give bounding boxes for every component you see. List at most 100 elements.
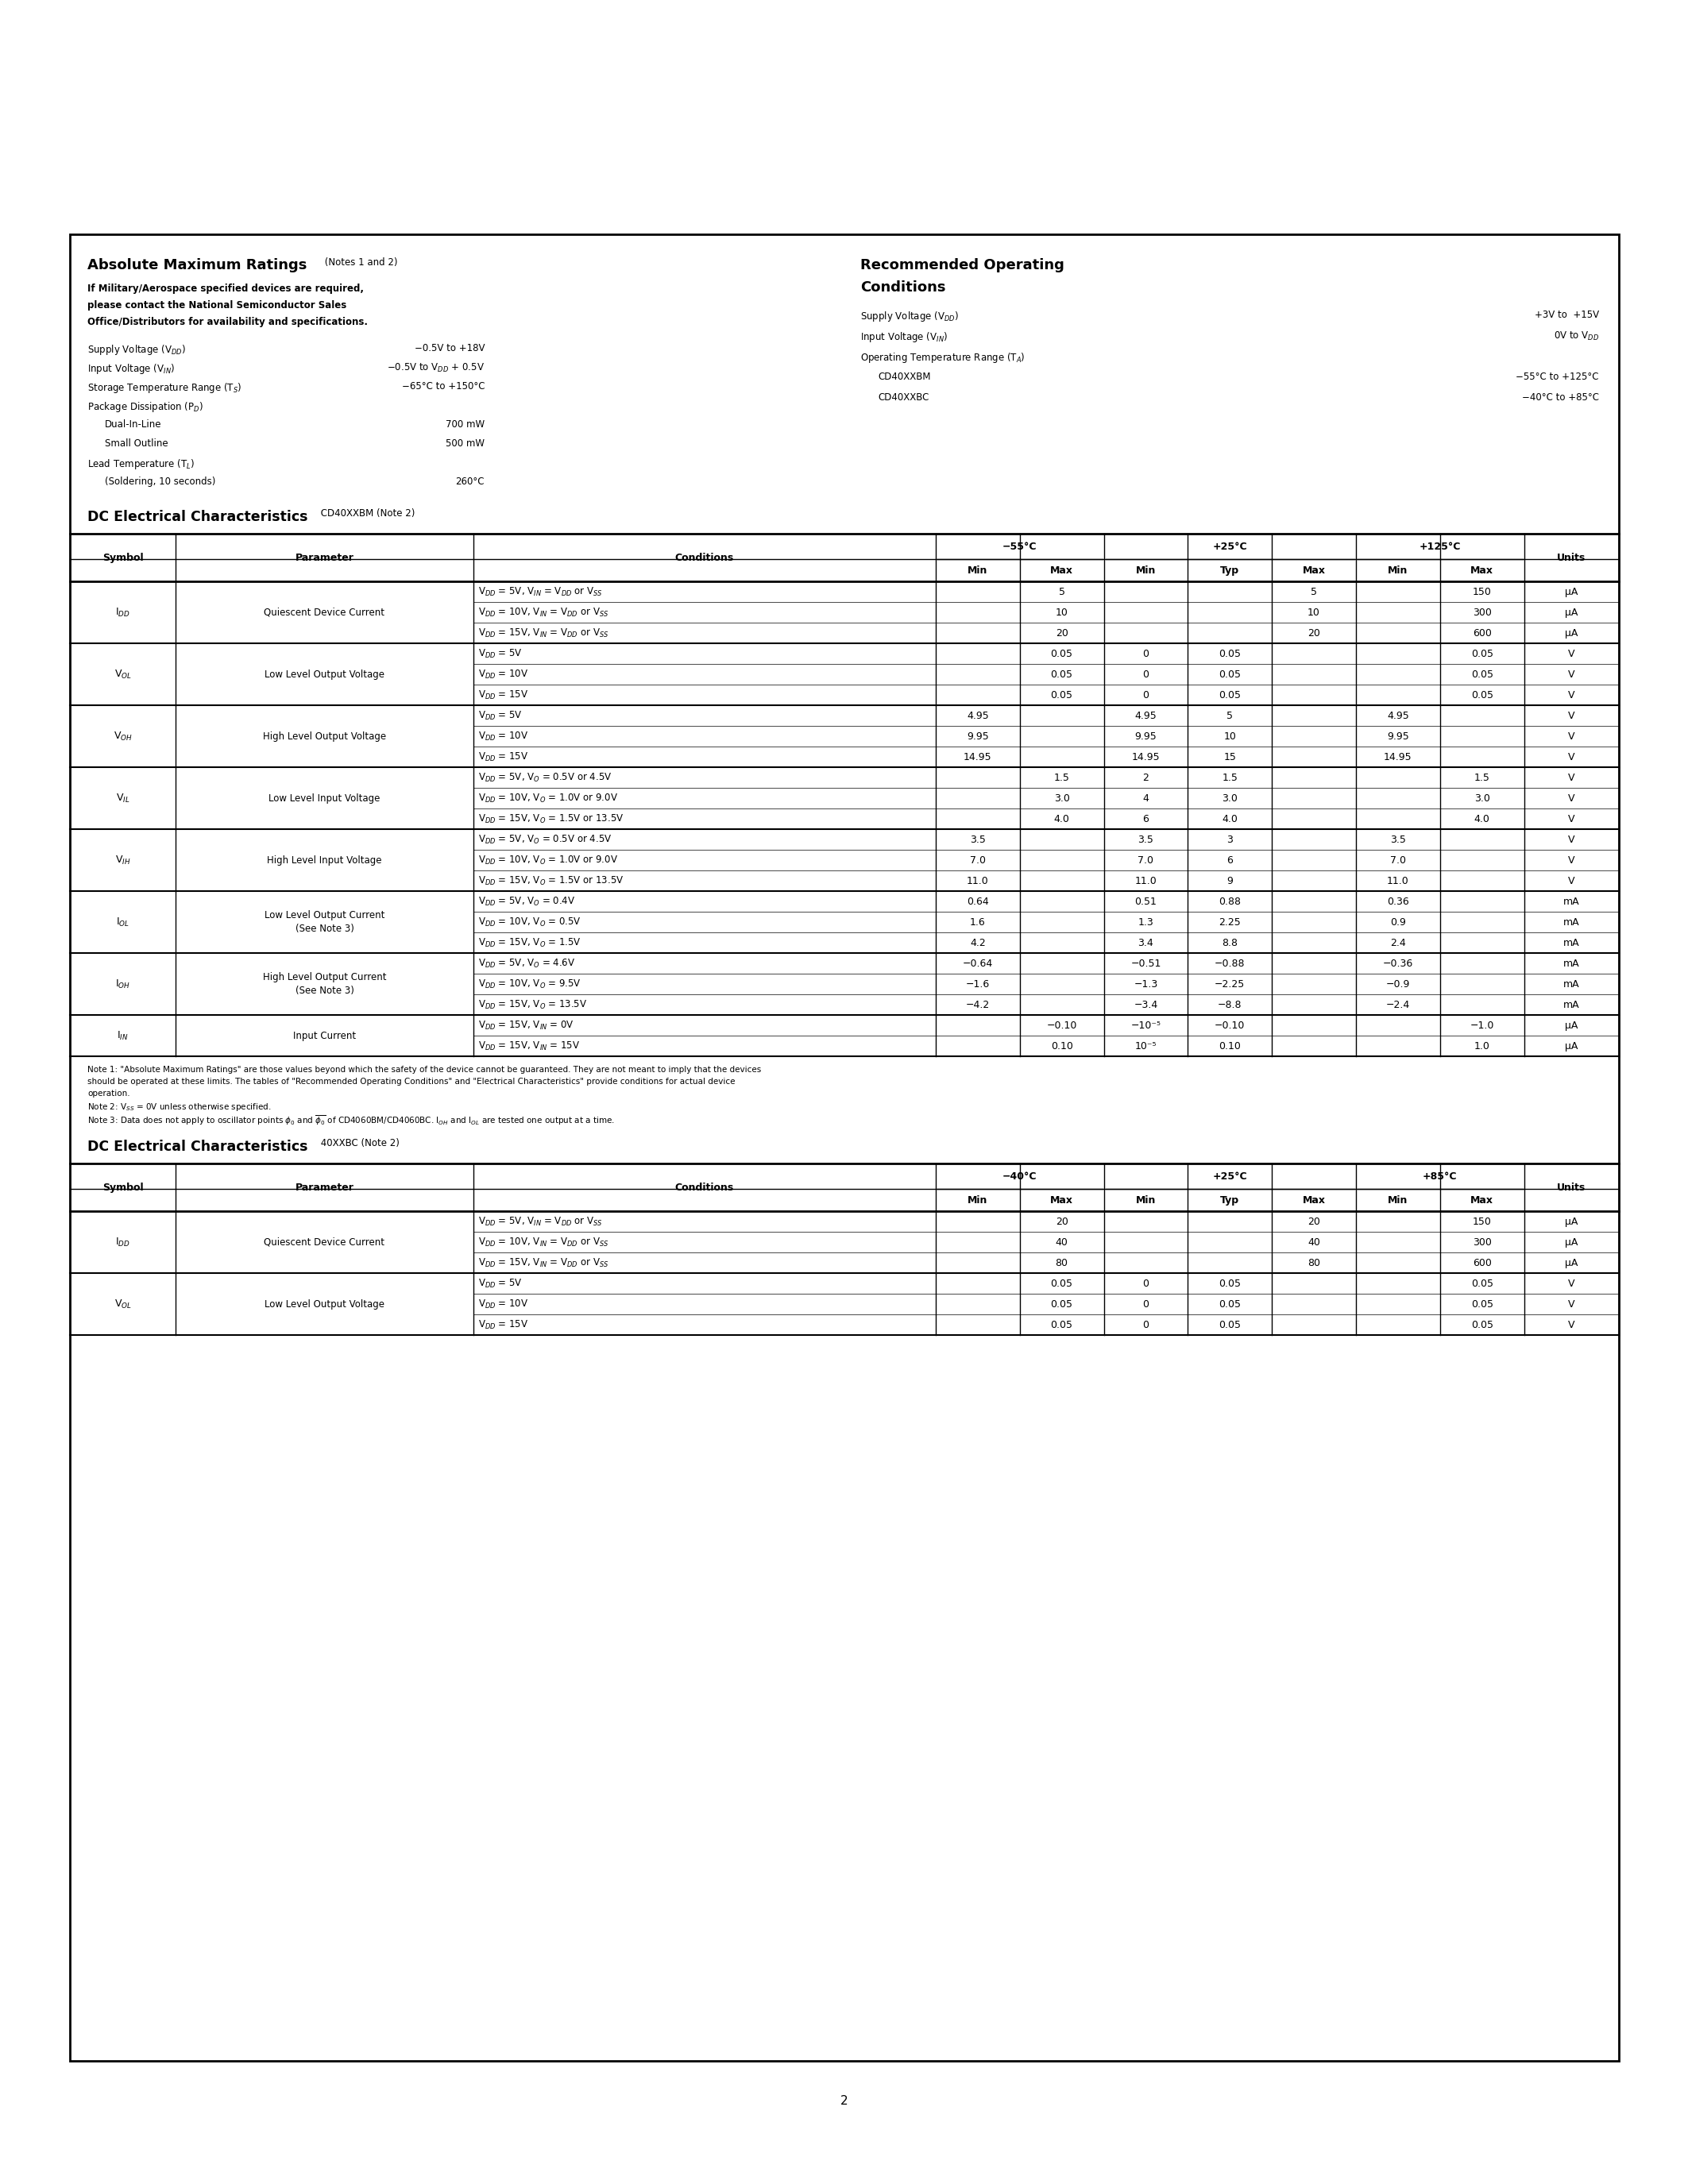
- Text: 0.88: 0.88: [1219, 895, 1241, 906]
- Text: Note 2: V$_{SS}$ = 0V unless otherwise specified.: Note 2: V$_{SS}$ = 0V unless otherwise s…: [88, 1101, 272, 1112]
- Text: 2: 2: [841, 2094, 847, 2108]
- Text: 0: 0: [1143, 1299, 1150, 1308]
- Text: Min: Min: [1136, 566, 1156, 574]
- Text: 500 mW: 500 mW: [446, 439, 484, 448]
- Text: 300: 300: [1472, 1236, 1492, 1247]
- Text: 2.25: 2.25: [1219, 917, 1241, 928]
- Text: 0: 0: [1143, 1278, 1150, 1289]
- Text: Max: Max: [1050, 566, 1074, 574]
- Text: V$_{DD}$ = 15V: V$_{DD}$ = 15V: [478, 1319, 528, 1330]
- Text: V$_{DD}$ = 15V, V$_{IN}$ = 0V: V$_{DD}$ = 15V, V$_{IN}$ = 0V: [478, 1020, 574, 1031]
- Text: 0.05: 0.05: [1470, 1319, 1494, 1330]
- Text: (Notes 1 and 2): (Notes 1 and 2): [322, 258, 398, 269]
- Text: Low Level Output Voltage: Low Level Output Voltage: [265, 1299, 385, 1308]
- Text: V$_{DD}$ = 10V: V$_{DD}$ = 10V: [478, 729, 528, 743]
- Text: 150: 150: [1472, 1216, 1492, 1227]
- Text: V: V: [1568, 1299, 1575, 1308]
- Text: V: V: [1568, 1319, 1575, 1330]
- Text: 9.95: 9.95: [967, 732, 989, 740]
- Text: V: V: [1568, 732, 1575, 740]
- Text: 1.5: 1.5: [1222, 773, 1237, 782]
- Text: −55°C to +125°C: −55°C to +125°C: [1516, 371, 1599, 382]
- Text: Low Level Input Voltage: Low Level Input Voltage: [268, 793, 380, 804]
- Text: −0.51: −0.51: [1131, 959, 1161, 968]
- Text: 3.5: 3.5: [1389, 834, 1406, 845]
- Text: 0.36: 0.36: [1388, 895, 1409, 906]
- Text: V$_{DD}$ = 15V, V$_O$ = 1.5V: V$_{DD}$ = 15V, V$_O$ = 1.5V: [478, 937, 581, 948]
- Text: −0.88: −0.88: [1215, 959, 1246, 968]
- Text: V$_{DD}$ = 15V, V$_{IN}$ = V$_{DD}$ or V$_{SS}$: V$_{DD}$ = 15V, V$_{IN}$ = V$_{DD}$ or V…: [478, 1256, 609, 1269]
- Text: Parameter: Parameter: [295, 1182, 354, 1192]
- Text: V$_{DD}$ = 15V: V$_{DD}$ = 15V: [478, 688, 528, 701]
- Text: 4.95: 4.95: [967, 710, 989, 721]
- Text: −0.9: −0.9: [1386, 978, 1409, 989]
- Text: 0.05: 0.05: [1470, 1278, 1494, 1289]
- Text: 4.95: 4.95: [1388, 710, 1409, 721]
- Text: 4.2: 4.2: [971, 937, 986, 948]
- Text: Typ: Typ: [1220, 566, 1239, 574]
- Text: Typ: Typ: [1220, 1195, 1239, 1206]
- Text: High Level Output Current
(See Note 3): High Level Output Current (See Note 3): [263, 972, 387, 996]
- Text: 1.6: 1.6: [971, 917, 986, 928]
- Text: V$_{DD}$ = 10V, V$_{IN}$ = V$_{DD}$ or V$_{SS}$: V$_{DD}$ = 10V, V$_{IN}$ = V$_{DD}$ or V…: [478, 607, 609, 618]
- Text: Small Outline: Small Outline: [105, 439, 169, 448]
- Text: I$_{DD}$: I$_{DD}$: [115, 1236, 130, 1247]
- Text: −0.10: −0.10: [1215, 1020, 1246, 1031]
- Text: V$_{DD}$ = 5V, V$_O$ = 0.5V or 4.5V: V$_{DD}$ = 5V, V$_O$ = 0.5V or 4.5V: [478, 771, 613, 784]
- Text: 5: 5: [1058, 587, 1065, 596]
- Text: 0.05: 0.05: [1219, 1299, 1241, 1308]
- Text: please contact the National Semiconductor Sales: please contact the National Semiconducto…: [88, 299, 346, 310]
- Text: CD40XXBM (Note 2): CD40XXBM (Note 2): [317, 509, 415, 518]
- Text: 2.4: 2.4: [1391, 937, 1406, 948]
- Text: mA: mA: [1563, 978, 1580, 989]
- Text: V$_{DD}$ = 15V, V$_O$ = 1.5V or 13.5V: V$_{DD}$ = 15V, V$_O$ = 1.5V or 13.5V: [478, 876, 625, 887]
- Text: V$_{DD}$ = 5V, V$_{IN}$ = V$_{DD}$ or V$_{SS}$: V$_{DD}$ = 5V, V$_{IN}$ = V$_{DD}$ or V$…: [478, 585, 603, 598]
- Text: μA: μA: [1565, 587, 1578, 596]
- Text: −0.10: −0.10: [1047, 1020, 1077, 1031]
- Text: V$_{IL}$: V$_{IL}$: [116, 793, 130, 804]
- Text: μA: μA: [1565, 1020, 1578, 1031]
- Text: −0.64: −0.64: [962, 959, 993, 968]
- Text: 600: 600: [1472, 1258, 1492, 1269]
- Text: 5: 5: [1227, 710, 1232, 721]
- Text: V$_{DD}$ = 5V, V$_O$ = 0.4V: V$_{DD}$ = 5V, V$_O$ = 0.4V: [478, 895, 576, 906]
- Text: Office/Distributors for availability and specifications.: Office/Distributors for availability and…: [88, 317, 368, 328]
- Text: −10⁻⁵: −10⁻⁵: [1131, 1020, 1161, 1031]
- Text: 9.95: 9.95: [1134, 732, 1156, 740]
- Text: Min: Min: [1388, 1195, 1408, 1206]
- Text: should be operated at these limits. The tables of "Recommended Operating Conditi: should be operated at these limits. The …: [88, 1077, 736, 1085]
- Text: −1.3: −1.3: [1134, 978, 1158, 989]
- Text: +3V to  +15V: +3V to +15V: [1534, 310, 1599, 321]
- Text: Input Voltage (V$_{IN}$): Input Voltage (V$_{IN}$): [88, 363, 176, 376]
- Text: mA: mA: [1563, 959, 1580, 968]
- Text: −2.4: −2.4: [1386, 1000, 1409, 1009]
- Text: −0.5V to V$_{DD}$ + 0.5V: −0.5V to V$_{DD}$ + 0.5V: [387, 363, 484, 373]
- Text: V$_{OL}$: V$_{OL}$: [115, 668, 132, 679]
- Text: Max: Max: [1303, 566, 1325, 574]
- Text: 0.05: 0.05: [1050, 1278, 1074, 1289]
- Text: 3.4: 3.4: [1138, 937, 1153, 948]
- Text: 3.5: 3.5: [1138, 834, 1153, 845]
- Text: V$_{DD}$ = 5V: V$_{DD}$ = 5V: [478, 649, 523, 660]
- Text: V: V: [1568, 854, 1575, 865]
- Text: 8.8: 8.8: [1222, 937, 1237, 948]
- Text: Max: Max: [1050, 1195, 1074, 1206]
- Text: Max: Max: [1303, 1195, 1325, 1206]
- Text: μA: μA: [1565, 1236, 1578, 1247]
- Text: mA: mA: [1563, 895, 1580, 906]
- Text: V$_{DD}$ = 5V, V$_{IN}$ = V$_{DD}$ or V$_{SS}$: V$_{DD}$ = 5V, V$_{IN}$ = V$_{DD}$ or V$…: [478, 1216, 603, 1227]
- Text: −1.0: −1.0: [1470, 1020, 1494, 1031]
- Text: 7.0: 7.0: [1389, 854, 1406, 865]
- Text: 9.95: 9.95: [1388, 732, 1409, 740]
- Text: V: V: [1568, 690, 1575, 701]
- Text: 0.05: 0.05: [1219, 1319, 1241, 1330]
- Text: High Level Output Voltage: High Level Output Voltage: [263, 732, 387, 740]
- Text: I$_{OH}$: I$_{OH}$: [115, 978, 130, 989]
- Text: 0.05: 0.05: [1050, 649, 1074, 660]
- Text: 3: 3: [1227, 834, 1232, 845]
- Text: Quiescent Device Current: Quiescent Device Current: [263, 1236, 385, 1247]
- Text: +125°C: +125°C: [1420, 542, 1460, 553]
- Text: Low Level Output Voltage: Low Level Output Voltage: [265, 668, 385, 679]
- Text: Conditions: Conditions: [675, 1182, 734, 1192]
- Text: 0: 0: [1143, 668, 1150, 679]
